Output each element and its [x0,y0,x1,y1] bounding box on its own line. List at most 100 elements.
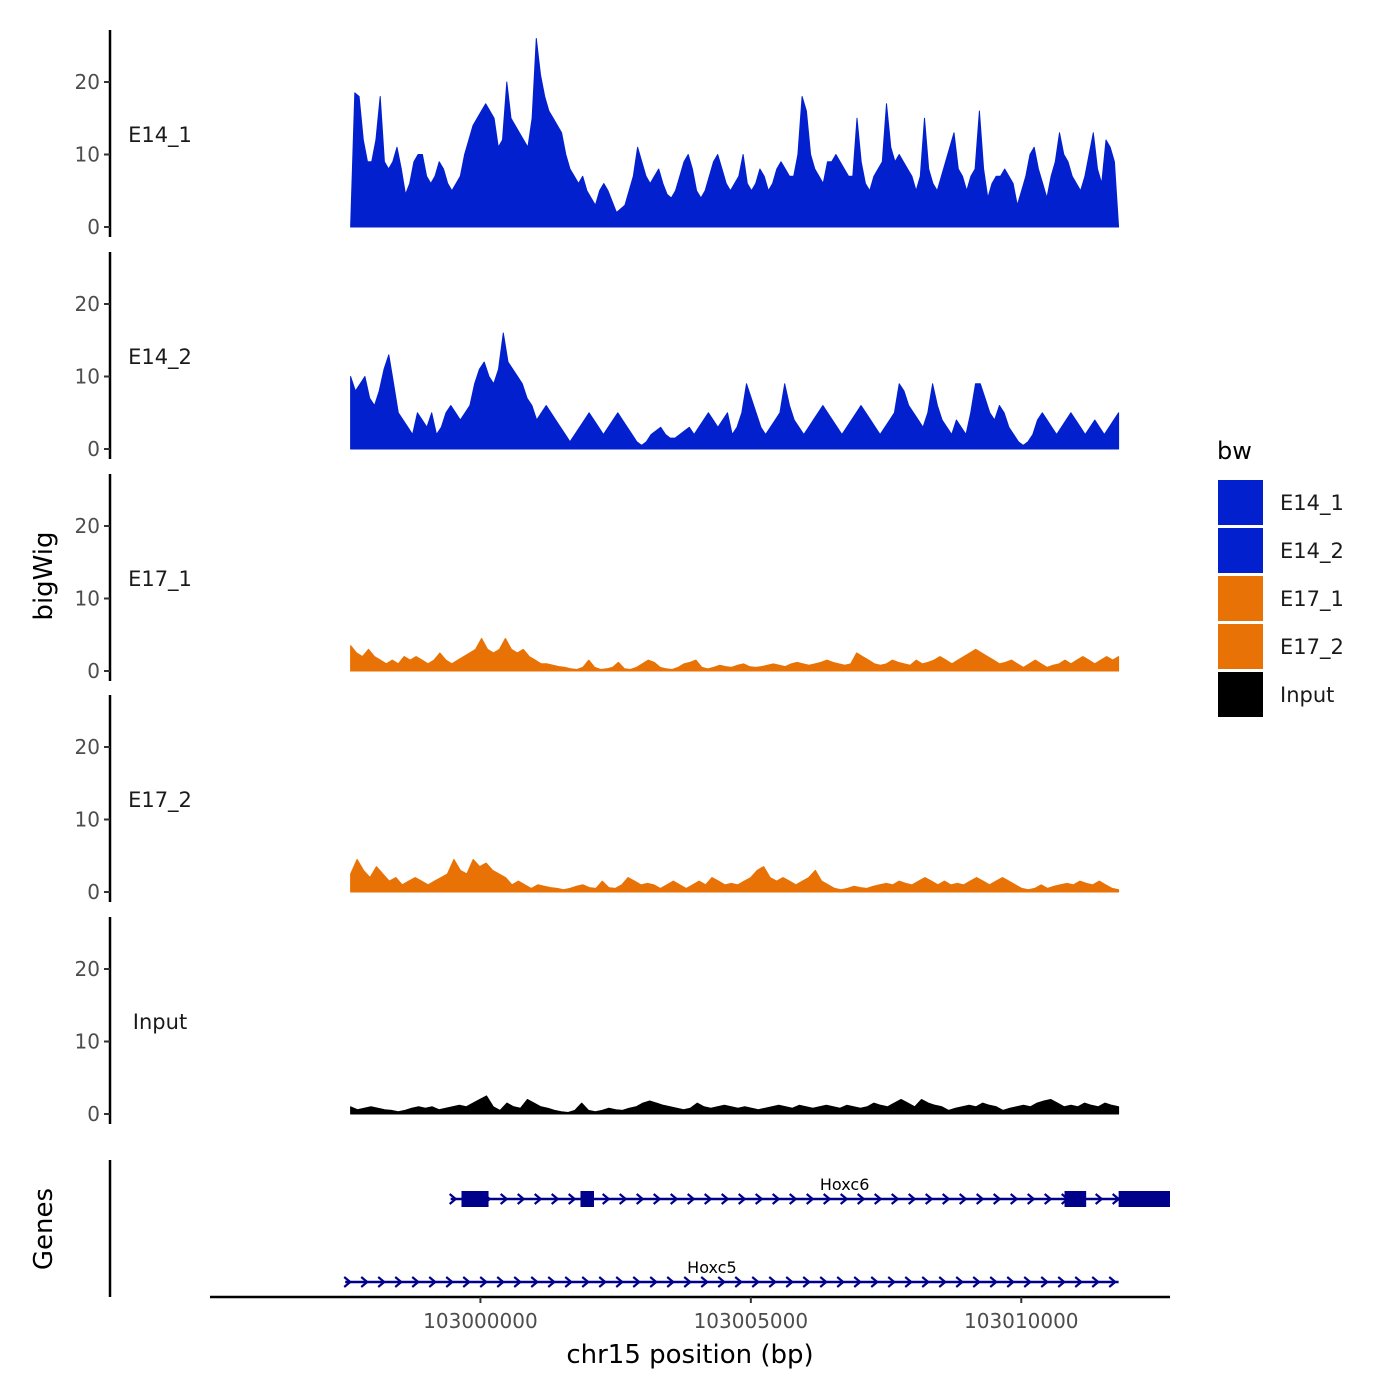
strand-arrow [530,1276,539,1288]
strand-arrow [564,1276,573,1288]
strand-arrow [955,1276,964,1288]
strand-arrow [618,1193,628,1205]
exon-hoxc6 [580,1191,594,1207]
strand-arrow [768,1276,777,1288]
x-axis-title: chr15 position (bp) [566,1340,813,1370]
strand-arrow [734,1276,743,1288]
strand-arrow [700,1276,709,1288]
strand-arrow [649,1276,658,1288]
strand-arrow [343,1276,352,1288]
genes-axis-title: Genes [29,1188,59,1270]
legend-swatch-e17_2 [1218,624,1263,669]
strand-arrow [615,1276,624,1288]
strand-arrow [992,1193,1002,1205]
strand-arrow [717,1276,726,1288]
strand-arrow [1043,1193,1053,1205]
strand-arrow [1074,1276,1083,1288]
strand-arrow [941,1193,951,1205]
area-e14_2 [350,332,1120,450]
legend-label-e17_2: E17_2 [1280,635,1344,660]
y-tick-label: 20 [75,292,100,316]
y-tick-label: 10 [75,143,100,167]
strand-arrow [720,1193,730,1205]
strand-arrow [1091,1276,1100,1288]
y-tick-label: 0 [87,215,100,239]
strand-arrow [496,1276,505,1288]
strand-arrow [428,1276,437,1288]
strand-arrow [547,1276,556,1288]
strand-arrow [567,1193,577,1205]
strand-arrow [598,1276,607,1288]
x-tick-label: 103000000 [423,1309,538,1333]
strand-arrow [907,1193,917,1205]
legend-swatch-input [1218,672,1263,717]
y-tick-label: 10 [75,365,100,389]
strand-arrow [516,1193,526,1205]
gene-label-hoxc6: Hoxc6 [820,1175,870,1194]
strand-arrow [683,1276,692,1288]
strand-arrow [958,1193,968,1205]
y-tick-label: 0 [87,1102,100,1126]
legend-swatch-e14_2 [1218,528,1263,573]
strand-arrow [601,1193,611,1205]
legend-label-e17_1: E17_1 [1280,587,1344,612]
track-label-input: Input [133,1010,187,1034]
y-tick-label: 10 [75,808,100,832]
strand-arrow [445,1276,454,1288]
legend-title: bw [1217,437,1252,465]
x-tick-label: 103010000 [964,1309,1079,1333]
strand-arrow [788,1193,798,1205]
area-e14_1 [350,38,1120,228]
strand-arrow [1026,1193,1036,1205]
strand-arrow [669,1193,679,1205]
y-tick-label: 20 [75,957,100,981]
legend-label-e14_2: E14_2 [1280,539,1344,564]
exon-hoxc6 [1064,1191,1087,1207]
area-input [350,1095,1120,1115]
strand-arrow [839,1193,849,1205]
strand-arrow [836,1276,845,1288]
strand-arrow [550,1193,560,1205]
x-tick-label: 103005000 [694,1309,809,1333]
legend-swatch-e14_1 [1218,480,1263,525]
strand-arrow [921,1276,930,1288]
track-label-e17_2: E17_2 [128,788,192,813]
strand-arrow [904,1276,913,1288]
strand-arrow [479,1276,488,1288]
strand-arrow [632,1276,641,1288]
track-label-e14_2: E14_2 [128,345,192,370]
y-tick-label: 0 [87,659,100,683]
area-e17_1 [350,637,1120,672]
strand-arrow [360,1276,369,1288]
strand-arrow [989,1276,998,1288]
legend-label-input: Input [1280,683,1334,707]
strand-arrow [448,1193,458,1205]
strand-arrow [751,1276,760,1288]
track-label-e14_1: E14_1 [128,123,192,148]
strand-arrow [972,1276,981,1288]
strand-arrow [411,1276,420,1288]
strand-arrow [754,1193,764,1205]
y-tick-label: 20 [75,735,100,759]
y-axis-title: bigWig [29,531,59,620]
exon-hoxc6 [1118,1191,1170,1207]
strand-arrow [805,1193,815,1205]
strand-arrow [499,1193,509,1205]
strand-arrow [1009,1193,1019,1205]
strand-arrow [533,1193,543,1205]
strand-arrow [887,1276,896,1288]
strand-arrow [771,1193,781,1205]
strand-arrow [1108,1276,1117,1288]
legend-swatch-e17_1 [1218,576,1263,621]
strand-arrow [802,1276,811,1288]
strand-arrow [635,1193,645,1205]
strand-arrow [686,1193,696,1205]
strand-arrow [870,1276,879,1288]
strand-arrow [513,1276,522,1288]
strand-arrow [819,1276,828,1288]
strand-arrow [394,1276,403,1288]
y-tick-label: 10 [75,587,100,611]
strand-arrow [666,1276,675,1288]
strand-arrow [856,1193,866,1205]
